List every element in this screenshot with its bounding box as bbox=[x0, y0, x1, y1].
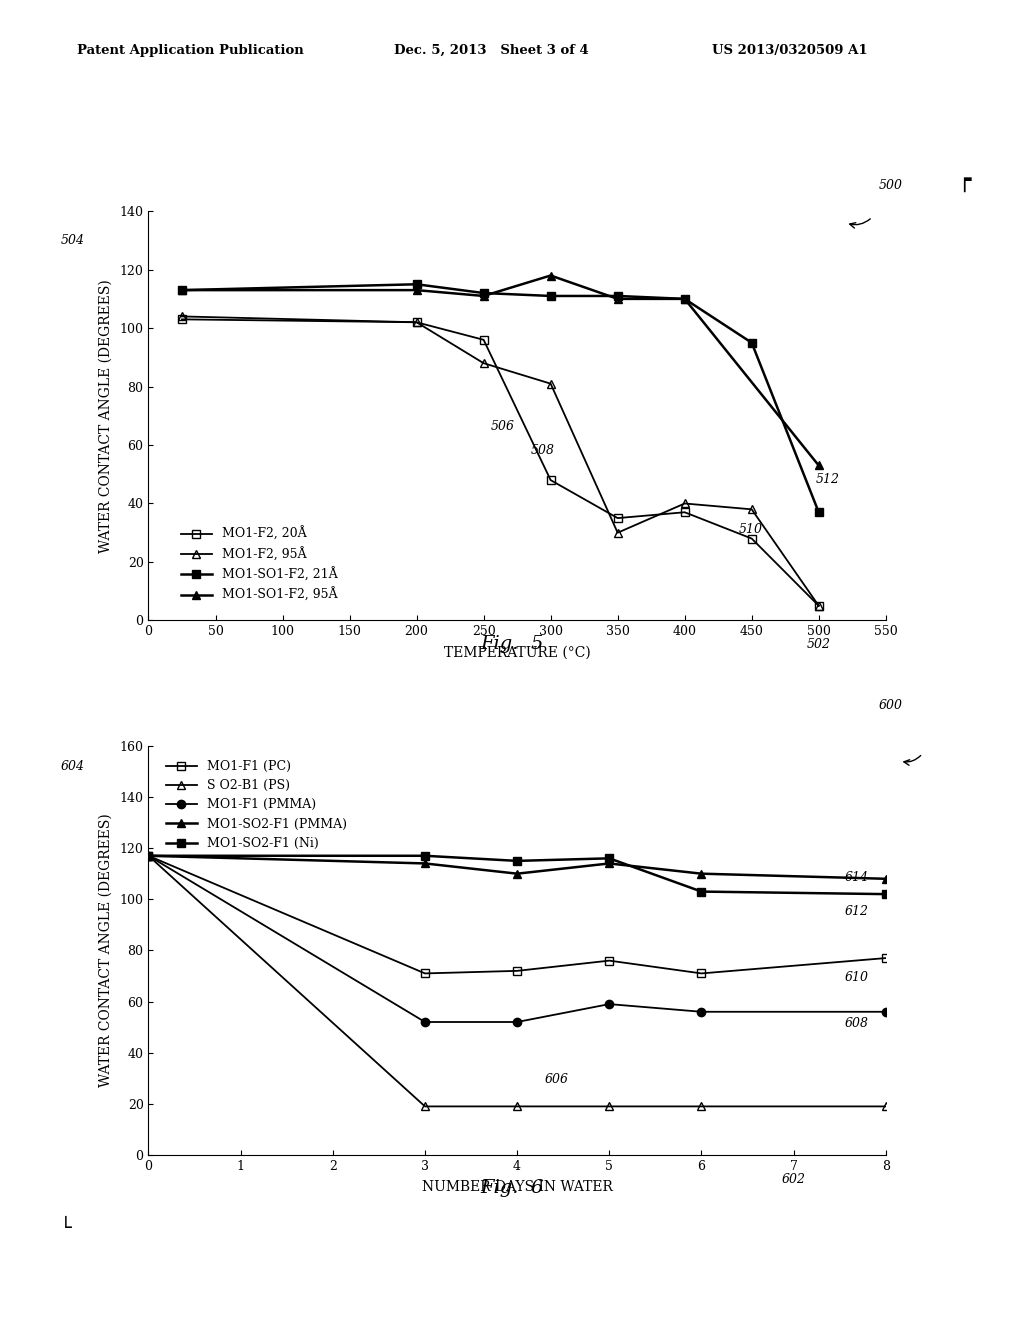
MO1-F2, 95Å bbox=[611, 525, 624, 541]
Text: Fig.  5: Fig. 5 bbox=[480, 635, 544, 653]
MO1-F2, 20Å bbox=[545, 473, 557, 488]
Text: 510: 510 bbox=[738, 523, 762, 536]
Text: Dec. 5, 2013   Sheet 3 of 4: Dec. 5, 2013 Sheet 3 of 4 bbox=[394, 44, 589, 57]
MO1-F2, 20Å bbox=[477, 331, 489, 347]
S O2-B1 (PS) bbox=[419, 1098, 431, 1114]
MO1-F2, 95Å bbox=[679, 495, 691, 511]
S O2-B1 (PS) bbox=[880, 1098, 892, 1114]
MO1-SO1-F2, 95Å bbox=[176, 282, 188, 298]
MO1-SO1-F2, 21Å bbox=[813, 504, 825, 520]
MO1-SO2-F1 (Ni) bbox=[419, 847, 431, 863]
MO1-SO1-F2, 95Å bbox=[813, 458, 825, 474]
MO1-SO1-F2, 21Å bbox=[411, 276, 423, 292]
MO1-SO2-F1 (PMMA) bbox=[142, 847, 155, 863]
MO1-SO1-F2, 21Å bbox=[545, 288, 557, 304]
MO1-SO1-F2, 95Å bbox=[477, 288, 489, 304]
MO1-F1 (PMMA) bbox=[603, 997, 615, 1012]
Text: Fig.  6: Fig. 6 bbox=[480, 1179, 544, 1197]
MO1-SO1-F2, 21Å bbox=[176, 282, 188, 298]
MO1-SO1-F2, 21Å bbox=[611, 288, 624, 304]
MO1-F1 (PMMA) bbox=[695, 1003, 708, 1019]
S O2-B1 (PS) bbox=[142, 847, 155, 863]
Text: 610: 610 bbox=[844, 972, 868, 985]
Text: 608: 608 bbox=[844, 1018, 868, 1030]
Legend: MO1-F2, 20Å, MO1-F2, 95Å, MO1-SO1-F2, 21Å, MO1-SO1-F2, 95Å: MO1-F2, 20Å, MO1-F2, 95Å, MO1-SO1-F2, 21… bbox=[177, 523, 341, 606]
MO1-F2, 95Å bbox=[411, 314, 423, 330]
MO1-SO1-F2, 95Å bbox=[411, 282, 423, 298]
MO1-F1 (PC) bbox=[419, 965, 431, 981]
MO1-F1 (PMMA) bbox=[142, 847, 155, 863]
MO1-SO2-F1 (PMMA) bbox=[880, 871, 892, 887]
MO1-F2, 20Å bbox=[411, 314, 423, 330]
MO1-F1 (PC) bbox=[695, 965, 708, 981]
X-axis label: TEMPERATURE (°C): TEMPERATURE (°C) bbox=[443, 645, 591, 659]
MO1-SO1-F2, 21Å bbox=[477, 285, 489, 301]
MO1-F2, 95Å bbox=[745, 502, 758, 517]
MO1-F2, 95Å bbox=[176, 309, 188, 325]
Line: MO1-SO1-F2, 21Å: MO1-SO1-F2, 21Å bbox=[178, 280, 823, 516]
MO1-F2, 20Å bbox=[176, 312, 188, 327]
MO1-SO2-F1 (Ni) bbox=[511, 853, 523, 869]
Line: MO1-F1 (PC): MO1-F1 (PC) bbox=[144, 851, 890, 978]
Text: ┍: ┍ bbox=[957, 172, 971, 191]
Text: 508: 508 bbox=[530, 444, 555, 457]
MO1-F2, 95Å bbox=[545, 376, 557, 392]
MO1-F2, 20Å bbox=[679, 504, 691, 520]
MO1-F1 (PMMA) bbox=[880, 1003, 892, 1019]
Line: MO1-F2, 20Å: MO1-F2, 20Å bbox=[178, 315, 823, 610]
Text: 506: 506 bbox=[490, 420, 514, 433]
MO1-SO2-F1 (Ni) bbox=[142, 847, 155, 863]
MO1-F1 (PC) bbox=[511, 964, 523, 979]
X-axis label: NUMBER DAYS IN WATER: NUMBER DAYS IN WATER bbox=[422, 1180, 612, 1193]
Y-axis label: WATER CONTACT ANGLE (DEGREES): WATER CONTACT ANGLE (DEGREES) bbox=[98, 279, 113, 553]
MO1-SO2-F1 (PMMA) bbox=[419, 855, 431, 871]
MO1-F1 (PC) bbox=[142, 847, 155, 863]
Text: 614: 614 bbox=[844, 871, 868, 884]
MO1-F1 (PMMA) bbox=[419, 1014, 431, 1030]
MO1-F1 (PC) bbox=[880, 950, 892, 966]
Text: 512: 512 bbox=[816, 473, 840, 486]
MO1-SO2-F1 (PMMA) bbox=[695, 866, 708, 882]
S O2-B1 (PS) bbox=[695, 1098, 708, 1114]
MO1-F2, 20Å bbox=[813, 598, 825, 614]
MO1-SO1-F2, 21Å bbox=[745, 335, 758, 351]
MO1-F1 (PC) bbox=[603, 953, 615, 969]
Text: └: └ bbox=[59, 1220, 71, 1238]
Legend: MO1-F1 (PC), S O2-B1 (PS), MO1-F1 (PMMA), MO1-SO2-F1 (PMMA), MO1-SO2-F1 (Ni): MO1-F1 (PC), S O2-B1 (PS), MO1-F1 (PMMA)… bbox=[162, 756, 351, 854]
Text: 606: 606 bbox=[545, 1073, 568, 1086]
S O2-B1 (PS) bbox=[603, 1098, 615, 1114]
Line: MO1-F2, 95Å: MO1-F2, 95Å bbox=[178, 313, 823, 610]
S O2-B1 (PS) bbox=[511, 1098, 523, 1114]
Text: US 2013/0320509 A1: US 2013/0320509 A1 bbox=[712, 44, 867, 57]
Line: MO1-SO2-F1 (PMMA): MO1-SO2-F1 (PMMA) bbox=[144, 851, 890, 883]
Text: 612: 612 bbox=[844, 904, 868, 917]
MO1-SO1-F2, 21Å bbox=[679, 290, 691, 306]
MO1-F1 (PMMA) bbox=[511, 1014, 523, 1030]
MO1-SO1-F2, 95Å bbox=[679, 290, 691, 306]
MO1-SO2-F1 (PMMA) bbox=[603, 855, 615, 871]
MO1-F2, 95Å bbox=[477, 355, 489, 371]
MO1-SO2-F1 (Ni) bbox=[880, 886, 892, 902]
Line: MO1-SO1-F2, 95Å: MO1-SO1-F2, 95Å bbox=[178, 272, 823, 470]
Line: MO1-F1 (PMMA): MO1-F1 (PMMA) bbox=[144, 851, 890, 1026]
Text: 502: 502 bbox=[807, 638, 830, 651]
Y-axis label: WATER CONTACT ANGLE (DEGREES): WATER CONTACT ANGLE (DEGREES) bbox=[98, 813, 113, 1088]
Text: 504: 504 bbox=[60, 234, 85, 247]
MO1-SO2-F1 (Ni) bbox=[695, 883, 708, 899]
MO1-F2, 20Å bbox=[611, 510, 624, 525]
Text: Patent Application Publication: Patent Application Publication bbox=[77, 44, 303, 57]
MO1-F2, 20Å bbox=[745, 531, 758, 546]
MO1-SO2-F1 (PMMA) bbox=[511, 866, 523, 882]
Line: MO1-SO2-F1 (Ni): MO1-SO2-F1 (Ni) bbox=[144, 851, 890, 899]
MO1-SO2-F1 (Ni) bbox=[603, 850, 615, 866]
MO1-SO1-F2, 95Å bbox=[611, 290, 624, 306]
Text: 602: 602 bbox=[781, 1172, 806, 1185]
MO1-SO1-F2, 95Å bbox=[545, 268, 557, 284]
Text: 500: 500 bbox=[879, 178, 902, 191]
Line: S O2-B1 (PS): S O2-B1 (PS) bbox=[144, 851, 890, 1110]
Text: 600: 600 bbox=[879, 698, 902, 711]
Text: 604: 604 bbox=[60, 760, 85, 772]
MO1-F2, 95Å bbox=[813, 598, 825, 614]
